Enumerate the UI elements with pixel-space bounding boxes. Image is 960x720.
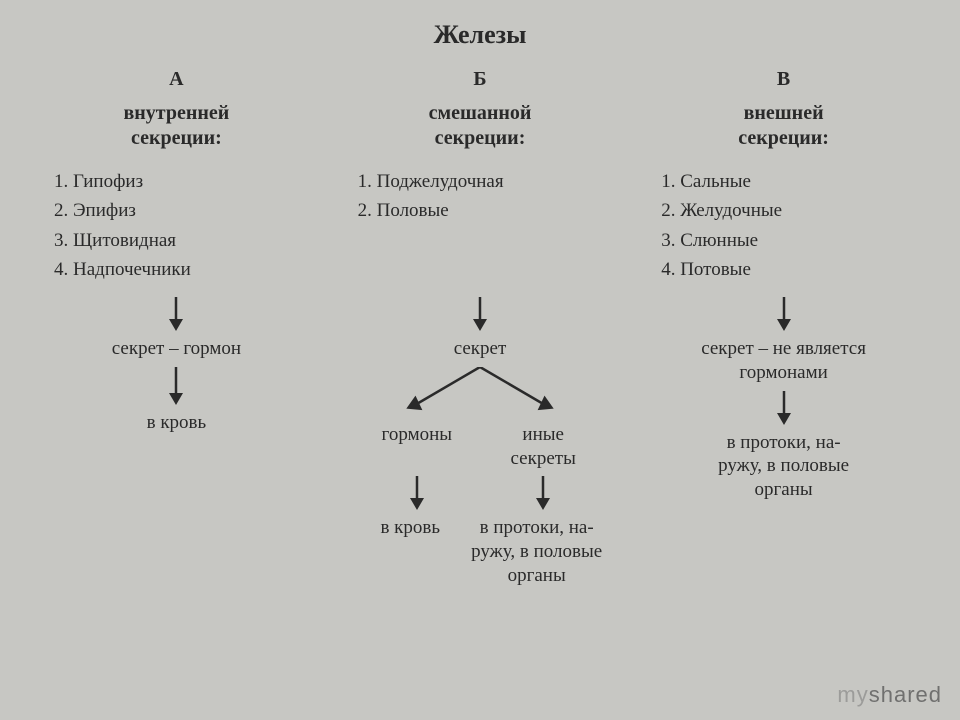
list-item: 2. Желудочные (661, 196, 920, 225)
col-b-node-hormones: гормоны (354, 423, 480, 471)
list-item: 3. Слюнные (661, 226, 920, 255)
main-title: Железы (40, 20, 920, 50)
col-c-subtitle: внешней секреции: (647, 101, 920, 151)
column-c: В внешней секреции: 1. Сальные 2. Желудо… (647, 68, 920, 594)
list-item: 4. Потовые (661, 255, 920, 284)
col-b-split-row2: в кровь в протоки, на- ружу, в половые о… (344, 510, 617, 593)
col-b-node-other-secrets: иные секреты (480, 423, 606, 471)
list-item: 3. Щитовидная (54, 226, 313, 255)
column-b: Б смешанной секреции: 1. Поджелудочная 2… (344, 68, 617, 594)
list-item: 1. Поджелудочная (358, 167, 617, 196)
diagram-page: Железы А внутренней секреции: 1. Гипофиз… (40, 20, 920, 700)
arrow-down-icon (533, 476, 553, 510)
arrow-down-icon (166, 367, 186, 405)
arrow-down-icon (407, 476, 427, 510)
col-a-letter: А (40, 68, 313, 91)
arrow-down-icon (774, 297, 794, 331)
arrow-down-icon (470, 297, 490, 331)
col-c-letter: В (647, 68, 920, 91)
col-b-split-row1: гормоны иные секреты (344, 417, 617, 477)
columns-container: А внутренней секреции: 1. Гипофиз 2. Эпи… (40, 68, 920, 594)
col-c-node-ducts: в протоки, на- ружу, в половые органы (647, 431, 920, 502)
col-b-letter: Б (344, 68, 617, 91)
arrow-split-icon (360, 367, 600, 417)
col-a-list: 1. Гипофиз 2. Эпифиз 3. Щитовидная 4. На… (40, 167, 313, 297)
col-b-node-ducts: в протоки, на- ружу, в половые органы (467, 516, 606, 587)
col-b-node-blood: в кровь (354, 516, 467, 587)
col-c-node-secret: секрет – не является гормонами (647, 337, 920, 385)
col-b-subtitle: смешанной секреции: (344, 101, 617, 151)
col-a-node-blood: в кровь (40, 411, 313, 435)
col-b-node-secret: секрет (344, 337, 617, 361)
arrow-down-icon (166, 297, 186, 331)
list-item: 2. Половые (358, 196, 617, 225)
column-a: А внутренней секреции: 1. Гипофиз 2. Эпи… (40, 68, 313, 594)
col-b-list: 1. Поджелудочная 2. Половые (344, 167, 617, 297)
col-b-arrows-row (344, 476, 617, 510)
list-item: 2. Эпифиз (54, 196, 313, 225)
arrow-down-icon (774, 391, 794, 425)
list-item: 1. Сальные (661, 167, 920, 196)
col-a-subtitle: внутренней секреции: (40, 101, 313, 151)
col-a-node-secret: секрет – гормон (40, 337, 313, 361)
list-item: 1. Гипофиз (54, 167, 313, 196)
col-c-list: 1. Сальные 2. Желудочные 3. Слюнные 4. П… (647, 167, 920, 297)
watermark: myshared (837, 682, 942, 708)
list-item: 4. Надпочечники (54, 255, 313, 284)
